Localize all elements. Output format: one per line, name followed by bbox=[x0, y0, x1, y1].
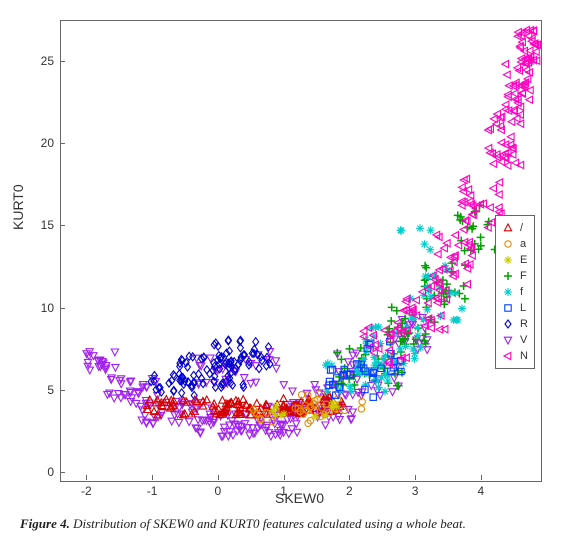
legend-marker-R bbox=[502, 318, 514, 330]
y-tick-label: 0 bbox=[24, 465, 54, 479]
legend-label-slash: / bbox=[520, 222, 523, 234]
y-tick-label: 5 bbox=[24, 383, 54, 397]
legend-label-a: a bbox=[520, 238, 526, 250]
legend-label-V: V bbox=[520, 334, 527, 346]
figure-container: { "chart": { "type": "scatter", "xlabel"… bbox=[0, 0, 570, 556]
y-tick-label: 10 bbox=[24, 301, 54, 315]
legend-item-f: f bbox=[502, 284, 528, 300]
x-tick-label: 3 bbox=[412, 484, 419, 498]
legend-item-V: V bbox=[502, 332, 528, 348]
scatter-plot bbox=[61, 21, 541, 481]
y-tick-label: 15 bbox=[24, 218, 54, 232]
legend-label-F: F bbox=[520, 270, 527, 282]
x-tick-label: -1 bbox=[147, 484, 158, 498]
legend-item-a: a bbox=[502, 236, 528, 252]
figure-caption: Figure 4. Distribution of SKEW0 and KURT… bbox=[20, 516, 550, 532]
x-tick-label: 1 bbox=[280, 484, 287, 498]
x-tick-label: 0 bbox=[214, 484, 221, 498]
x-tick-label: -2 bbox=[81, 484, 92, 498]
legend-label-N: N bbox=[520, 350, 528, 362]
legend-marker-F bbox=[502, 270, 514, 282]
caption-label: Figure 4. bbox=[20, 516, 70, 531]
legend-marker-f bbox=[502, 286, 514, 298]
legend-marker-L bbox=[502, 302, 514, 314]
chart-box bbox=[60, 20, 542, 482]
legend-marker-E bbox=[502, 254, 514, 266]
legend-item-N: N bbox=[502, 348, 528, 364]
legend-label-f: f bbox=[520, 286, 523, 298]
legend-label-L: L bbox=[520, 302, 526, 314]
legend-label-E: E bbox=[520, 254, 527, 266]
caption-text: Distribution of SKEW0 and KURT0 features… bbox=[73, 516, 466, 531]
x-tick-label: 2 bbox=[346, 484, 353, 498]
legend-marker-a bbox=[502, 238, 514, 250]
legend-item-L: L bbox=[502, 300, 528, 316]
x-tick-label: 4 bbox=[477, 484, 484, 498]
legend-label-R: R bbox=[520, 318, 528, 330]
y-tick-label: 20 bbox=[24, 136, 54, 150]
legend: / aEFfLRVN bbox=[495, 215, 535, 369]
legend-item-slash: / bbox=[502, 220, 528, 236]
legend-item-F: F bbox=[502, 268, 528, 284]
legend-item-E: E bbox=[502, 252, 528, 268]
legend-marker-V bbox=[502, 334, 514, 346]
legend-marker-slash bbox=[502, 222, 514, 234]
y-tick-label: 25 bbox=[24, 54, 54, 68]
legend-marker-N bbox=[502, 350, 514, 362]
legend-item-R: R bbox=[502, 316, 528, 332]
